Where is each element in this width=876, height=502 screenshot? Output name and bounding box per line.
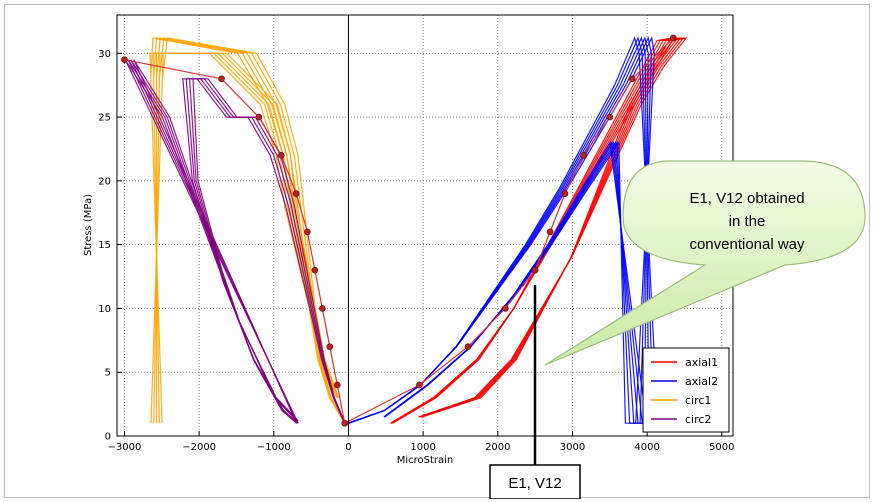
x-tick-label-0: −3000	[108, 442, 142, 453]
envelope-point-17	[580, 152, 587, 159]
y-tick-label-5: 25	[98, 113, 111, 124]
series-group	[124, 36, 688, 424]
callout-line-2: in the	[729, 213, 766, 230]
envelope-point-2	[255, 113, 263, 121]
envelope-point-10	[341, 419, 349, 427]
legend-label-circ2: circ2	[685, 413, 711, 426]
y-tick-label-3: 15	[98, 240, 111, 251]
legend: axial1 axial2 circ1 circ2	[642, 347, 730, 433]
envelope-point-6	[311, 266, 319, 274]
envelope-point-0	[121, 56, 128, 63]
y-axis-label: Stress (MPa)	[83, 194, 94, 256]
y-tick-label-2: 10	[98, 304, 111, 315]
envelope-markers	[121, 34, 677, 427]
y-tick-label-0: 0	[105, 432, 111, 443]
envelope-point-1	[218, 75, 225, 83]
series-circ2-pass-3	[124, 59, 346, 424]
x-tick-label-4: 1000	[410, 442, 435, 453]
y-tick-label-6: 30	[98, 49, 111, 60]
axis-ticks: −3000 −2000 −1000 0 1000 2000 3000 4000 5000 0 5 10…	[98, 49, 734, 453]
envelope-point-4	[292, 190, 300, 197]
x-tick-label-3: 0	[345, 442, 351, 453]
series-axial2-pass-5	[348, 36, 655, 424]
series-circ2-pass-0	[133, 59, 346, 424]
envelope-point-11	[416, 381, 423, 389]
envelope-point-19	[628, 75, 636, 83]
x-tick-label-8: 5000	[709, 442, 734, 453]
series-circ2-pass-1	[130, 59, 346, 424]
envelope-point-5	[304, 228, 311, 236]
envelope-point-16	[561, 190, 569, 197]
label-box	[489, 464, 581, 499]
legend-label-circ1: circ1	[685, 394, 711, 407]
envelope-point-8	[326, 343, 334, 350]
callout-line-3: conventional way	[689, 236, 805, 253]
y-tick-label-1: 5	[105, 368, 111, 379]
callout: E1, V12 obtained in the conventional way	[544, 160, 866, 366]
label-box-text: E1, V12	[508, 475, 561, 492]
legend-label-axial1: axial1	[685, 356, 718, 369]
x-tick-label-6: 3000	[560, 442, 585, 453]
x-tick-label-1: −2000	[182, 442, 216, 453]
envelope-point-9	[333, 381, 341, 389]
envelope-point-3	[277, 152, 285, 159]
callout-line-1: E1, V12 obtained	[689, 190, 804, 207]
envelope-point-13	[501, 305, 509, 312]
stress-strain-chart: −3000 −2000 −1000 0 1000 2000 3000 4000 5000 0 5 10…	[83, 14, 866, 499]
x-tick-label-7: 4000	[634, 442, 659, 453]
envelope-point-7	[319, 305, 326, 312]
envelope-point-15	[546, 228, 554, 236]
series-circ2-pass-2	[127, 59, 346, 424]
x-axis-label: MicroStrain	[397, 455, 454, 466]
envelope-point-12	[464, 343, 472, 350]
series-axial1-pass-5	[390, 37, 688, 424]
envelope-point-14	[531, 266, 539, 274]
figure-frame: −3000 −2000 −1000 0 1000 2000 3000 4000 5000 0 5 10…	[4, 4, 870, 499]
legend-label-axial2: axial2	[685, 375, 718, 388]
callout-bubble	[544, 160, 866, 366]
y-tick-label-4: 20	[98, 176, 111, 187]
x-tick-label-2: −1000	[257, 442, 291, 453]
x-tick-label-5: 2000	[485, 442, 510, 453]
envelope-point-18	[606, 113, 614, 121]
envelope-point-20	[669, 34, 677, 42]
